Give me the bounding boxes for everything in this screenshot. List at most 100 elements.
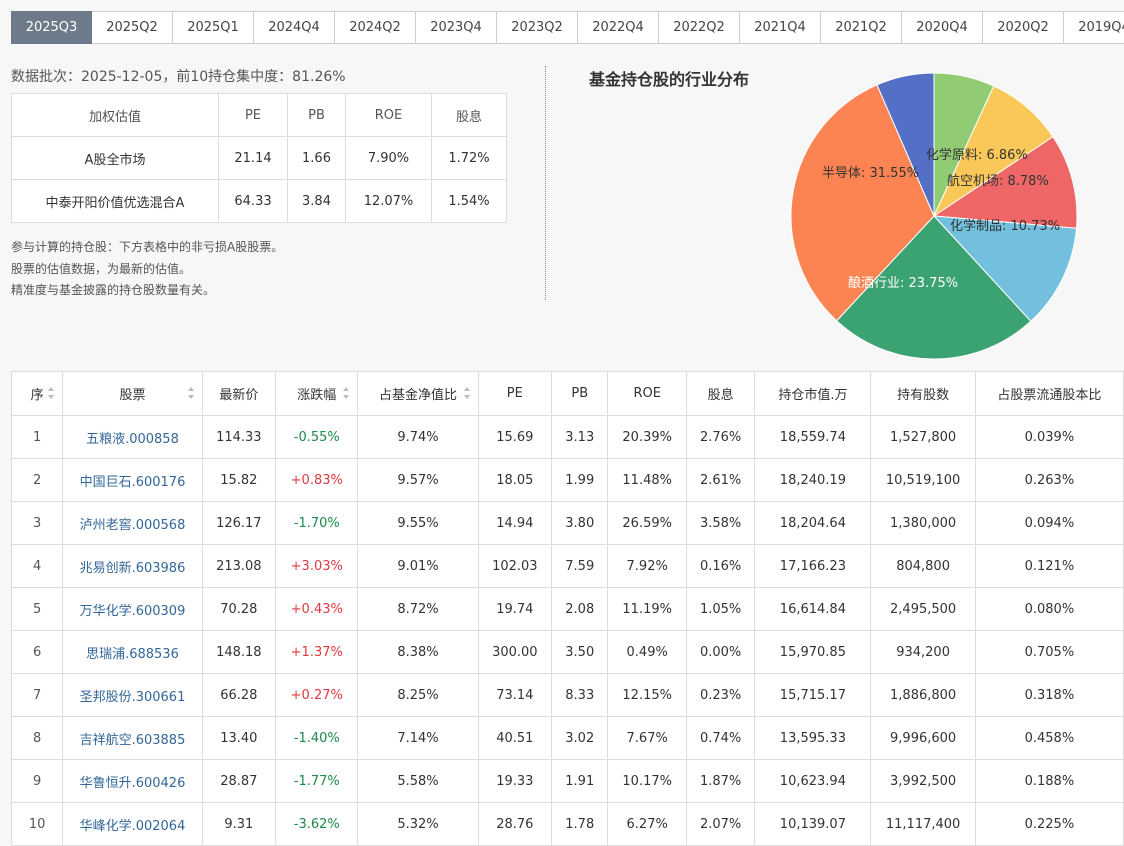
sort-icon[interactable] bbox=[343, 387, 350, 399]
table-cell: 3,992,500 bbox=[870, 759, 976, 803]
table-cell: 8.38% bbox=[357, 630, 479, 674]
tab-2022Q2[interactable]: 2022Q2 bbox=[659, 11, 740, 44]
pie-slice-半导体[interactable] bbox=[790, 84, 935, 322]
pie-slice-6[interactable] bbox=[876, 72, 935, 217]
table-cell: 2.08 bbox=[551, 587, 609, 631]
table-cell: 40.51 bbox=[477, 716, 553, 760]
table-cell: 7.14% bbox=[357, 716, 479, 760]
table-cell: 1.87% bbox=[685, 759, 756, 803]
table-cell: 6.27% bbox=[607, 802, 687, 846]
table-cell: 10 bbox=[10, 802, 64, 846]
table-cell: 17,166.23 bbox=[754, 544, 872, 588]
pie-label: 化学原料: 6.86% bbox=[926, 147, 1028, 163]
table-cell: +0.27% bbox=[275, 673, 359, 717]
table-cell: 7 bbox=[10, 673, 64, 717]
table-cell: 9.01% bbox=[357, 544, 479, 588]
table-cell: 3.02 bbox=[551, 716, 609, 760]
stock-link[interactable]: 万华化学.600309 bbox=[79, 603, 186, 619]
column-header[interactable]: 涨跌幅 bbox=[275, 371, 359, 416]
tab-2021Q2[interactable]: 2021Q2 bbox=[821, 11, 902, 44]
sort-icon[interactable] bbox=[48, 387, 55, 399]
table-cell: 0.16% bbox=[685, 544, 756, 588]
tab-2025Q3[interactable]: 2025Q3 bbox=[11, 11, 92, 44]
tab-2025Q2[interactable]: 2025Q2 bbox=[92, 11, 173, 44]
table-cell: 9.55% bbox=[357, 501, 479, 545]
stock-link[interactable]: 兆易创新.603986 bbox=[79, 560, 186, 576]
table-cell: 26.59% bbox=[607, 501, 687, 545]
table-cell: 2.07% bbox=[685, 802, 756, 846]
tab-2023Q2[interactable]: 2023Q2 bbox=[497, 11, 578, 44]
valuation-header-row: 加权估值 PE PB ROE 股息 bbox=[11, 93, 507, 137]
table-cell: 3.80 bbox=[551, 501, 609, 545]
pie-slice-化学制品[interactable] bbox=[932, 135, 1078, 229]
table-cell: 1.91 bbox=[551, 759, 609, 803]
stock-link[interactable]: 五粮液.000858 bbox=[86, 431, 179, 447]
pie-slice-酿酒行业[interactable] bbox=[835, 215, 1032, 360]
notes: 参与计算的持仓股：下方表格中的非亏损A股股票。 股票的估值数据，为最新的估值。 … bbox=[11, 237, 283, 302]
stock-link[interactable]: 思瑞浦.688536 bbox=[86, 646, 179, 662]
table-cell: 1.78 bbox=[551, 802, 609, 846]
stock-link[interactable]: 中国巨石.600176 bbox=[79, 474, 186, 490]
table-cell: 华峰化学.002064 bbox=[62, 802, 203, 846]
stock-link[interactable]: 泸州老窖.000568 bbox=[79, 517, 186, 533]
table-cell: 19.33 bbox=[477, 759, 553, 803]
tab-2020Q2[interactable]: 2020Q2 bbox=[983, 11, 1064, 44]
table-cell: -1.40% bbox=[275, 716, 359, 760]
table-cell: 1.05% bbox=[685, 587, 756, 631]
tab-2023Q4[interactable]: 2023Q4 bbox=[416, 11, 497, 44]
column-header-label: 序 bbox=[30, 388, 44, 403]
holdings-header-row: 序 股票 最新价 涨跌幅 占基金净值比 PE PB ROE 股息 持仓市值.万 持有股数 占股票流通股… bbox=[10, 371, 1124, 416]
pie-label: 酿酒行业: 23.75% bbox=[848, 275, 958, 291]
table-cell: 兆易创新.603986 bbox=[62, 544, 203, 588]
table-row: 4 兆易创新.603986 213.08 +3.03% 9.01% 102.03 7.59 7… bbox=[10, 544, 1124, 588]
stock-link[interactable]: 华峰化学.002064 bbox=[79, 818, 186, 834]
table-cell: 5 bbox=[10, 587, 64, 631]
tab-2019Q4[interactable]: 2019Q4 bbox=[1064, 11, 1124, 44]
pie-slice-3[interactable] bbox=[932, 215, 1078, 322]
column-header-label: 占基金净值比 bbox=[379, 388, 458, 403]
table-row: 3 泸州老窖.000568 126.17 -1.70% 9.55% 14.94 3.80 26… bbox=[10, 501, 1124, 545]
valuation-cell: 12.07% bbox=[345, 179, 432, 223]
sort-icon[interactable] bbox=[463, 387, 470, 399]
valuation-cell: 64.33 bbox=[218, 179, 288, 223]
column-header[interactable]: 占基金净值比 bbox=[357, 371, 479, 416]
table-cell: 15.82 bbox=[201, 458, 277, 502]
tab-2022Q4[interactable]: 2022Q4 bbox=[578, 11, 659, 44]
table-cell: 66.28 bbox=[201, 673, 277, 717]
table-cell: 9,996,600 bbox=[870, 716, 976, 760]
tab-2021Q4[interactable]: 2021Q4 bbox=[740, 11, 821, 44]
table-cell: 0.49% bbox=[607, 630, 687, 674]
table-cell: 14.94 bbox=[477, 501, 553, 545]
table-row: 10 华峰化学.002064 9.31 -3.62% 5.32% 28.76 1.78 6.2… bbox=[10, 802, 1124, 846]
column-header[interactable]: 股票 bbox=[62, 371, 203, 416]
table-cell: 0.263% bbox=[974, 458, 1124, 502]
tab-2024Q4[interactable]: 2024Q4 bbox=[254, 11, 335, 44]
table-cell: 3.50 bbox=[551, 630, 609, 674]
table-cell: 18,204.64 bbox=[754, 501, 872, 545]
table-cell: -1.70% bbox=[275, 501, 359, 545]
column-header-label: 最新价 bbox=[219, 388, 259, 403]
tab-2024Q2[interactable]: 2024Q2 bbox=[335, 11, 416, 44]
table-cell: 2.61% bbox=[685, 458, 756, 502]
table-cell: 7.59 bbox=[551, 544, 609, 588]
stock-link[interactable]: 华鲁恒升.600426 bbox=[79, 775, 186, 791]
tab-2025Q1[interactable]: 2025Q1 bbox=[173, 11, 254, 44]
table-row: 7 圣邦股份.300661 66.28 +0.27% 8.25% 73.14 8.33 12.… bbox=[10, 673, 1124, 717]
column-header-label: 涨跌幅 bbox=[297, 388, 337, 403]
tab-2020Q4[interactable]: 2020Q4 bbox=[902, 11, 983, 44]
table-cell: +3.03% bbox=[275, 544, 359, 588]
table-cell: +0.43% bbox=[275, 587, 359, 631]
stock-link[interactable]: 吉祥航空.603885 bbox=[79, 732, 186, 748]
table-cell: +1.37% bbox=[275, 630, 359, 674]
column-header-label: ROE bbox=[633, 386, 661, 401]
stock-link[interactable]: 圣邦股份.300661 bbox=[79, 689, 186, 705]
table-cell: 19.74 bbox=[477, 587, 553, 631]
table-row: 5 万华化学.600309 70.28 +0.43% 8.72% 19.74 2.08 11.… bbox=[10, 587, 1124, 631]
table-cell: 11.19% bbox=[607, 587, 687, 631]
table-cell: 五粮液.000858 bbox=[62, 415, 203, 459]
table-cell: 213.08 bbox=[201, 544, 277, 588]
table-cell: 18.05 bbox=[477, 458, 553, 502]
pie-label: 化学制品: 10.73% bbox=[950, 218, 1060, 234]
sort-icon[interactable] bbox=[187, 387, 194, 399]
column-header[interactable]: 序 bbox=[10, 371, 64, 416]
